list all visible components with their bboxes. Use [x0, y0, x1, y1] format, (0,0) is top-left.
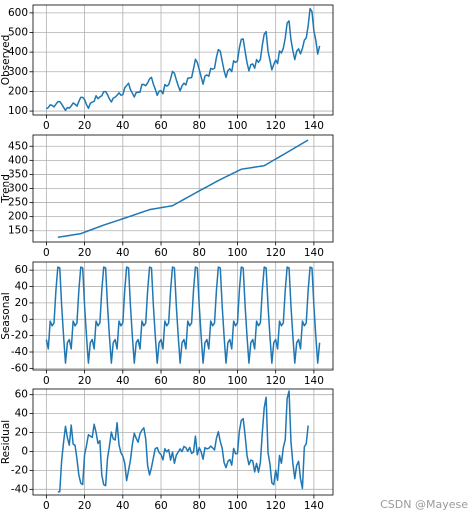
- x-tick-label: 120: [266, 500, 286, 512]
- x-tick-label: 40: [116, 247, 129, 259]
- x-tick-label: 80: [193, 375, 206, 387]
- x-tick-label: 20: [78, 500, 91, 512]
- plot-frame: [32, 134, 334, 243]
- y-tick-label: 400: [8, 46, 28, 58]
- x-tick-label: 140: [304, 500, 324, 512]
- x-tick-label: 140: [304, 120, 324, 132]
- x-tick-label: 0: [43, 120, 50, 132]
- y-axis-label: Seasonal: [0, 292, 12, 339]
- x-tick-label: 40: [116, 500, 129, 512]
- x-tick-label: 20: [78, 120, 91, 132]
- y-tick-label: 150: [8, 225, 28, 237]
- series-line: [45, 7, 321, 112]
- y-tick-label: 200: [8, 85, 28, 97]
- plot-frame: [32, 388, 334, 496]
- x-tick-label: 60: [154, 500, 167, 512]
- series-line: [57, 390, 309, 493]
- plot-frame: [32, 4, 334, 116]
- x-tick-label: 120: [266, 247, 286, 259]
- x-tick-label: 120: [266, 375, 286, 387]
- series-line: [45, 266, 321, 364]
- x-tick-label: 100: [227, 375, 247, 387]
- x-tick-label: 80: [193, 500, 206, 512]
- y-tick-label: 300: [8, 183, 28, 195]
- x-tick-label: 140: [304, 375, 324, 387]
- x-tick-label: 0: [43, 500, 50, 512]
- watermark: CSDN @Mayese: [380, 498, 468, 511]
- x-tick-label: 0: [43, 247, 50, 259]
- y-tick-label: 60: [15, 389, 28, 401]
- y-tick-label: 400: [8, 154, 28, 166]
- y-tick-label: 20: [15, 427, 28, 439]
- x-tick-label: 80: [193, 120, 206, 132]
- x-tick-label: 60: [154, 247, 167, 259]
- x-tick-label: 60: [154, 375, 167, 387]
- x-tick-label: 100: [227, 247, 247, 259]
- y-tick-label: 40: [15, 408, 28, 420]
- y-tick-label: -60: [11, 362, 28, 374]
- y-tick-label: 20: [15, 297, 28, 309]
- y-axis-label: Observed: [0, 35, 12, 86]
- x-tick-label: 100: [227, 120, 247, 132]
- y-tick-label: 40: [15, 281, 28, 293]
- plot-frame: [32, 261, 334, 371]
- y-axis-label: Residual: [0, 420, 12, 464]
- x-tick-label: 80: [193, 247, 206, 259]
- y-tick-label: 600: [8, 7, 28, 19]
- y-tick-label: 450: [8, 140, 28, 152]
- y-tick-label: -40: [11, 346, 28, 358]
- y-tick-label: 100: [8, 105, 28, 117]
- series-line: [57, 139, 309, 239]
- y-tick-label: 0: [21, 445, 28, 457]
- y-tick-label: 300: [8, 66, 28, 78]
- y-tick-label: -20: [11, 464, 28, 476]
- x-tick-label: 40: [116, 375, 129, 387]
- y-axis-label: Trend: [0, 174, 12, 204]
- y-tick-label: -40: [11, 483, 28, 495]
- y-tick-label: 60: [15, 264, 28, 276]
- y-tick-label: 250: [8, 197, 28, 209]
- y-tick-label: 350: [8, 168, 28, 180]
- y-tick-label: 500: [8, 27, 28, 39]
- x-tick-label: 20: [78, 247, 91, 259]
- x-tick-label: 60: [154, 120, 167, 132]
- y-tick-label: 200: [8, 211, 28, 223]
- x-tick-label: 0: [43, 375, 50, 387]
- x-tick-label: 40: [116, 120, 129, 132]
- y-tick-label: 0: [21, 313, 28, 325]
- x-tick-label: 100: [227, 500, 247, 512]
- x-tick-label: 20: [78, 375, 91, 387]
- y-tick-label: -20: [11, 330, 28, 342]
- x-tick-label: 140: [304, 247, 324, 259]
- x-tick-label: 120: [266, 120, 286, 132]
